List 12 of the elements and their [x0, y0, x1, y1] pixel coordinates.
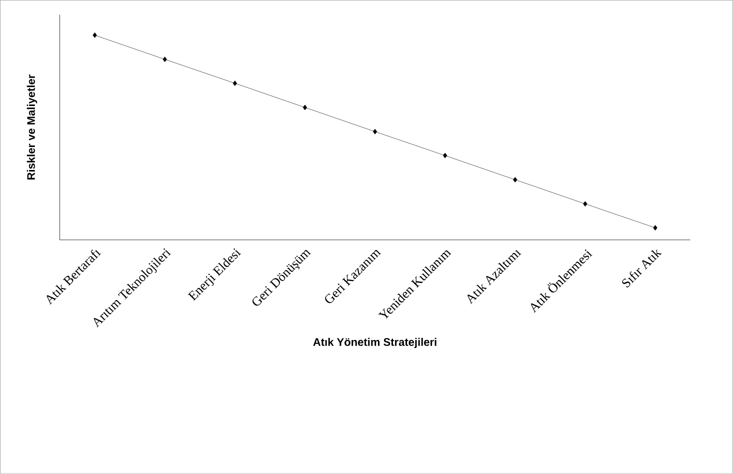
point — [653, 225, 658, 231]
point — [513, 177, 518, 183]
point — [232, 80, 237, 86]
x-axis-title: Atık Yönetim Stratejileri — [313, 338, 436, 348]
point — [162, 56, 167, 62]
point — [92, 32, 97, 38]
point — [442, 152, 448, 158]
y-axis-title: Riskler ve Maliyetler — [26, 74, 38, 180]
point — [302, 104, 308, 110]
point — [583, 201, 588, 207]
x-tick-label: Sıfır Atık — [622, 250, 662, 288]
point — [372, 129, 378, 134]
